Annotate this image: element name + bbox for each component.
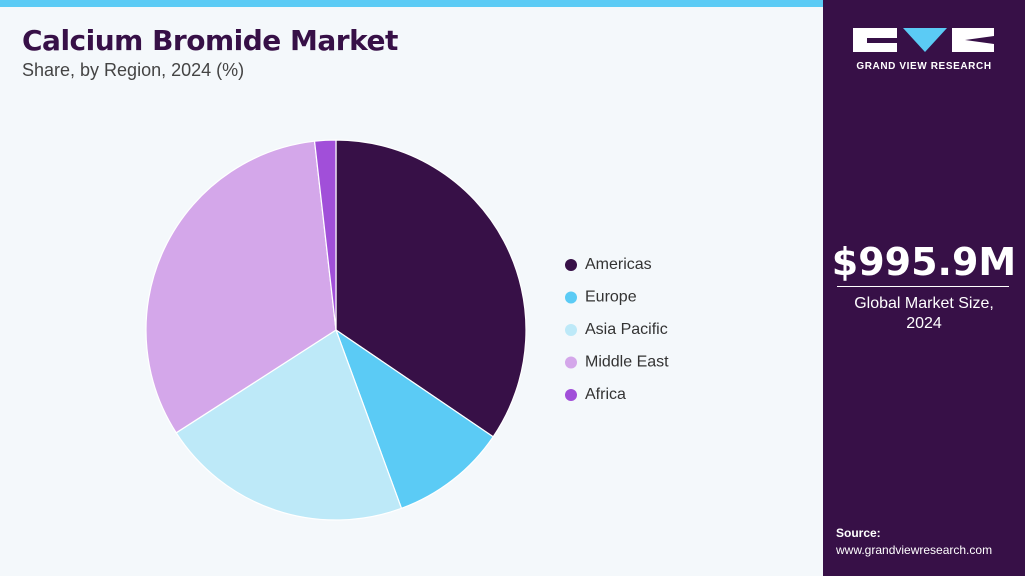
chart: Americas Europe Asia Pacific Middle East Afr…: [145, 139, 669, 521]
legend-marker: [565, 356, 577, 369]
logo: [853, 28, 994, 52]
legend-label: Americas: [585, 256, 652, 273]
legend-label: Middle East: [585, 354, 669, 371]
legend-marker: [565, 324, 577, 336]
pie-slice: [313, 139, 337, 331]
sidebar: GRAND VIEW RESEARCH $995.9M Global Marke…: [823, 0, 1025, 576]
market-size-label: Global Market Size, 2024: [854, 295, 994, 332]
pie-slice: [145, 140, 337, 434]
chart-title: Calcium Bromide Market: [22, 24, 398, 57]
chart-subtitle: Share, by Region, 2024 (%): [22, 60, 245, 80]
logo-text: GRAND VIEW RESEARCH: [856, 61, 992, 72]
source-label: Source:: [836, 526, 881, 540]
pie-slice: [334, 328, 494, 510]
legend-label: Asia Pacific: [585, 321, 668, 338]
legend-marker: [565, 291, 577, 304]
separator: [837, 286, 1009, 287]
legend-marker: [565, 389, 577, 401]
source: www.grandviewresearch.com: [836, 543, 993, 557]
pie-slice: [335, 139, 527, 438]
legend-marker: [565, 259, 577, 271]
top-bar: [0, 0, 823, 7]
legend-label: Europe: [585, 289, 637, 306]
pie-slice: [175, 329, 403, 521]
market-size: $995.9M: [831, 240, 1017, 284]
legend-label: Africa: [585, 386, 626, 403]
